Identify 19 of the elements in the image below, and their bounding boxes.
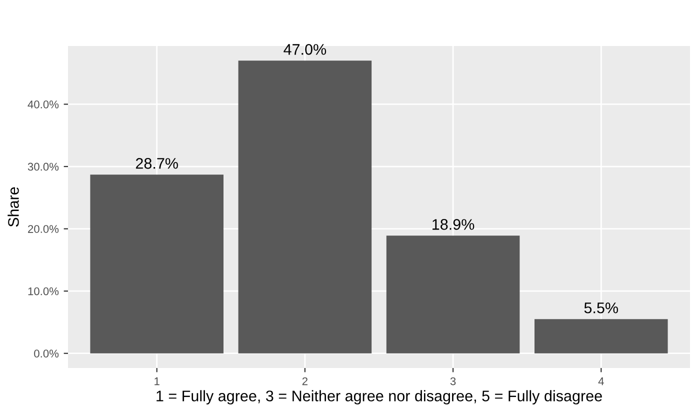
y-axis-title: Share <box>8 187 19 227</box>
x-tick-label: 1 <box>154 377 160 386</box>
bar <box>386 236 520 354</box>
y-tick-label: 0.0% <box>34 350 59 358</box>
x-axis-title: 1 = Fully agree, 3 = Neither agree nor disagree, 5 = Fully disagree <box>156 390 602 404</box>
x-tick-label: 4 <box>598 377 604 386</box>
y-tick-label: 10.0% <box>28 287 59 296</box>
x-tick-label: 2 <box>302 377 308 386</box>
y-tick-label: 20.0% <box>28 225 59 233</box>
y-tick-label: 40.0% <box>28 100 59 108</box>
bar <box>238 60 372 354</box>
y-tick-label: 30.0% <box>28 162 59 171</box>
data-label: 47.0% <box>284 44 326 55</box>
data-label: 28.7% <box>136 158 178 169</box>
bar <box>90 174 224 354</box>
x-tick-label: 3 <box>450 377 456 386</box>
data-label: 5.5% <box>584 302 618 314</box>
data-label: 18.9% <box>432 219 474 230</box>
bar <box>534 319 668 354</box>
